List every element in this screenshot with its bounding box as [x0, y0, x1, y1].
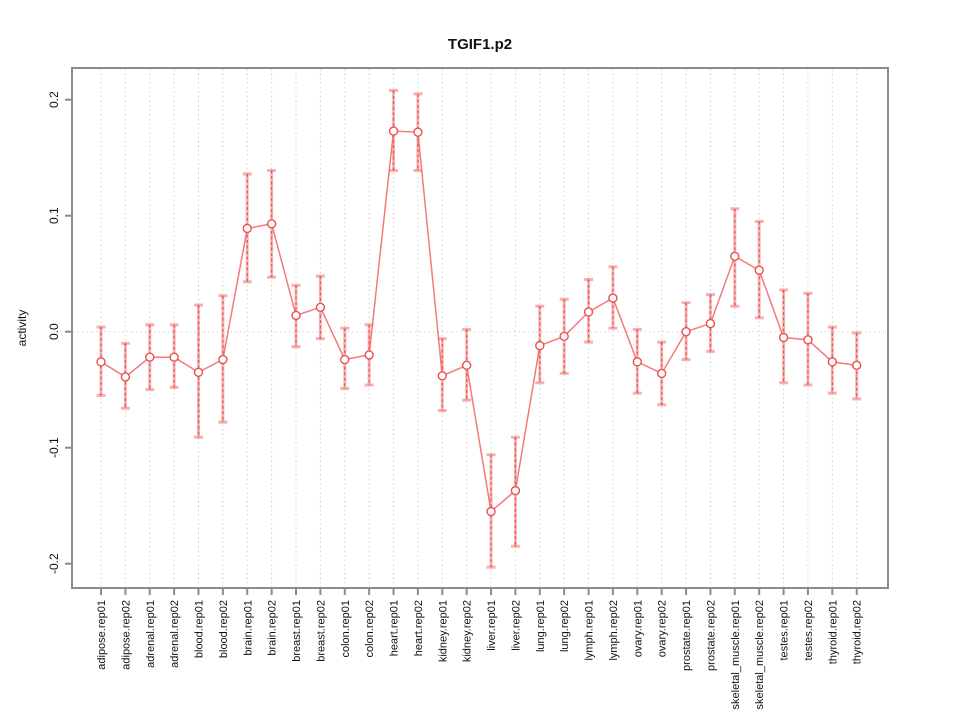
x-tick-label: heart.rep01: [389, 600, 401, 656]
x-tick-label: adrenal.rep02: [169, 600, 181, 668]
data-point-marker: [681, 327, 691, 337]
x-tick-label: skeletal_muscle.rep01: [730, 600, 742, 709]
plot-border: [71, 67, 889, 589]
data-point-marker: [315, 302, 326, 313]
data-point-marker: [778, 332, 789, 343]
x-tick-label: kidney.rep01: [437, 600, 449, 662]
x-tick-label: kidney.rep02: [462, 600, 474, 662]
data-point-marker: [852, 360, 862, 371]
x-tick-label: prostate.rep02: [705, 600, 717, 671]
x-tick-label: testes.rep01: [779, 600, 791, 661]
data-point-marker: [193, 367, 204, 377]
y-tick-label: -0.1: [47, 437, 61, 458]
data-point-marker: [291, 310, 301, 321]
data-point-marker: [340, 354, 350, 365]
data-point-marker: [803, 335, 813, 345]
x-tick-label: adrenal.rep01: [145, 600, 157, 668]
data-point-marker: [461, 360, 472, 371]
x-tick-label: lung.rep02: [559, 600, 571, 652]
x-tick-label: thyroid.rep02: [852, 600, 864, 664]
y-tick-label: 0.1: [47, 207, 61, 224]
data-point-marker: [364, 350, 374, 360]
data-point-marker: [413, 127, 423, 137]
data-point-marker: [145, 352, 155, 362]
y-tick-label: 0.2: [47, 91, 61, 108]
x-tick-label: blood.rep01: [194, 600, 206, 658]
x-tick-label: adipose.rep02: [120, 600, 132, 670]
data-point-marker: [120, 372, 131, 382]
x-tick-label: prostate.rep01: [681, 600, 693, 671]
x-tick-label: breast.rep01: [291, 600, 303, 662]
x-tick-label: testes.rep02: [803, 600, 815, 661]
x-tick-label: blood.rep02: [218, 600, 230, 658]
x-tick-label: colon.rep01: [340, 600, 352, 658]
x-tick-label: ovary.rep02: [657, 600, 669, 657]
x-tick-label: liver.rep02: [510, 600, 522, 651]
y-axis-label: activity: [15, 310, 29, 347]
x-tick-label: ovary.rep01: [632, 600, 644, 657]
data-point-marker: [388, 126, 399, 136]
data-point-marker: [486, 506, 496, 517]
x-tick-label: lymph.rep02: [608, 600, 620, 661]
data-point-marker: [583, 307, 594, 317]
x-tick-label: adipose.rep01: [96, 600, 108, 670]
data-point-marker: [656, 368, 667, 379]
x-tick-label: breast.rep02: [315, 600, 327, 662]
chart-title: TGIF1.p2: [448, 36, 512, 53]
x-tick-label: lymph.rep01: [584, 600, 596, 661]
data-point-marker: [266, 219, 277, 229]
data-point-marker: [754, 265, 764, 275]
x-tick-label: heart.rep02: [413, 600, 425, 656]
x-tick-label: liver.rep01: [486, 600, 498, 651]
data-point-marker: [535, 340, 545, 351]
data-point-marker: [218, 354, 228, 365]
series-line: [100, 130, 857, 513]
data-point-marker: [730, 251, 740, 261]
x-tick-label: lung.rep01: [535, 600, 547, 652]
y-tick-label: 0.0: [47, 323, 61, 340]
x-tick-label: brain.rep02: [267, 600, 279, 656]
data-point-marker: [96, 357, 106, 367]
data-point-marker: [510, 485, 521, 496]
data-point-marker: [632, 357, 643, 367]
x-tick-label: skeletal_muscle.rep02: [754, 600, 766, 709]
data-point-marker: [559, 331, 569, 342]
data-point-marker: [437, 371, 447, 381]
x-tick-label: brain.rep01: [242, 600, 254, 656]
data-point-marker: [169, 352, 179, 362]
data-point-marker: [242, 223, 252, 234]
x-tick-label: thyroid.rep01: [827, 600, 839, 664]
data-point-marker: [608, 293, 618, 303]
y-tick-label: -0.2: [47, 553, 61, 574]
data-point-marker: [827, 357, 838, 367]
data-point-marker: [705, 318, 716, 329]
x-tick-label: colon.rep02: [364, 600, 376, 658]
